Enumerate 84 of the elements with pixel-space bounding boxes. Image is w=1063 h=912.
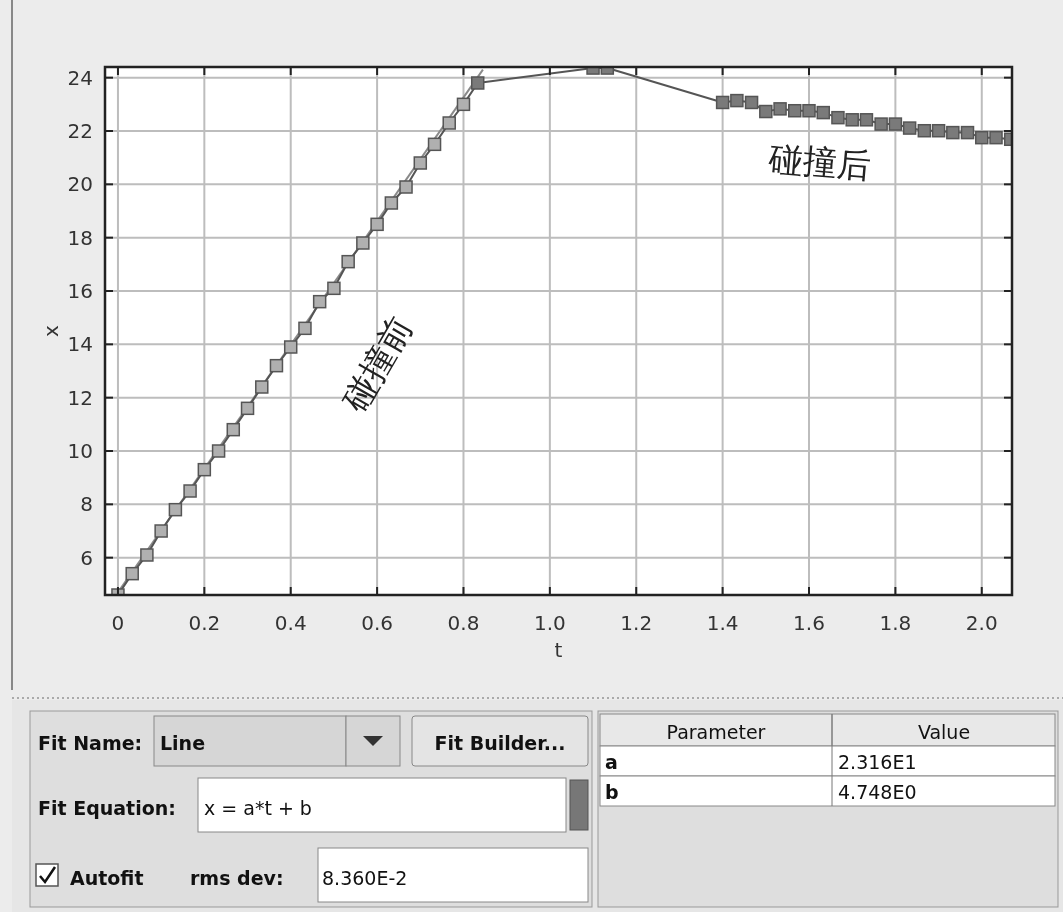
text: 2.316E1 [838, 751, 917, 773]
point [888, 117, 903, 131]
text: 8.360E-2 [322, 867, 408, 889]
point [902, 121, 917, 135]
annotation: 碰撞前 [334, 309, 421, 419]
point [154, 524, 168, 538]
point [773, 102, 787, 116]
text: Fit Name: [38, 732, 143, 754]
point [341, 254, 355, 269]
x-tick-label: 1.0 [533, 611, 566, 635]
point [917, 123, 932, 138]
point [211, 444, 226, 458]
annotation: 碰撞后 [766, 137, 873, 187]
point [859, 113, 874, 127]
point [370, 217, 384, 232]
x-tick-label: 1.2 [620, 611, 653, 635]
point [226, 422, 241, 437]
point [327, 281, 341, 296]
point [125, 566, 139, 581]
point [140, 548, 154, 562]
point [759, 104, 773, 119]
y-axis-title: x [39, 324, 63, 337]
point [715, 95, 730, 110]
point [183, 484, 197, 498]
text: x = a*t + b [204, 797, 312, 819]
point [744, 95, 759, 110]
point [931, 123, 946, 138]
x-tick-label: 1.8 [879, 611, 912, 635]
point [298, 321, 312, 336]
y-tick-label: 12 [67, 385, 93, 410]
point [730, 93, 744, 108]
point [874, 117, 888, 131]
text: b [605, 781, 619, 803]
x-tick-label: 0.6 [361, 611, 394, 635]
x-tick-label: 1.4 [706, 611, 739, 635]
text: Fit Equation: [38, 797, 176, 819]
point [802, 103, 816, 118]
point [269, 358, 284, 373]
y-tick-label: 24 [67, 65, 93, 90]
text: Value [917, 721, 971, 743]
y-tick-label: 16 [67, 279, 93, 303]
y-tick-label: 10 [67, 439, 93, 463]
point [788, 103, 802, 118]
y-tick-label: 20 [67, 172, 93, 197]
point [960, 125, 975, 140]
point [197, 462, 212, 477]
text: 4.748E0 [838, 781, 917, 803]
text: Line [160, 732, 206, 754]
x-tick-label: 0.2 [188, 611, 221, 635]
y-tick-label: 8 [80, 492, 93, 517]
point [989, 130, 1003, 145]
text: rms dev: [190, 867, 284, 889]
y-tick-label: 14 [67, 332, 93, 357]
point [168, 502, 183, 517]
text: a [605, 751, 618, 773]
point [946, 125, 960, 140]
text: Fit Builder... [434, 732, 566, 754]
point [413, 156, 428, 170]
point [831, 110, 845, 125]
point [312, 294, 327, 309]
point [470, 76, 485, 90]
point [255, 380, 269, 394]
x-axis-title: t [554, 638, 563, 662]
point [975, 130, 989, 145]
point [384, 196, 399, 210]
x-tick-label: 0 [111, 611, 125, 635]
y-tick-label: 18 [67, 225, 93, 250]
point [283, 340, 298, 354]
text: Autofit [70, 867, 144, 889]
x-tick-label: 2.0 [965, 611, 998, 635]
point [816, 105, 831, 120]
point [427, 137, 442, 152]
y-tick-label: 22 [67, 119, 93, 143]
x-tick-label: 1.6 [793, 611, 825, 635]
y-tick-label: 6 [80, 545, 93, 570]
point [456, 97, 471, 112]
point [356, 236, 370, 250]
point [240, 401, 255, 416]
point [399, 180, 413, 194]
text: Parameter [666, 721, 766, 743]
x-tick-label: 0.4 [274, 611, 307, 635]
point [845, 113, 859, 127]
point [442, 116, 456, 130]
x-tick-label: 0.8 [447, 611, 480, 635]
